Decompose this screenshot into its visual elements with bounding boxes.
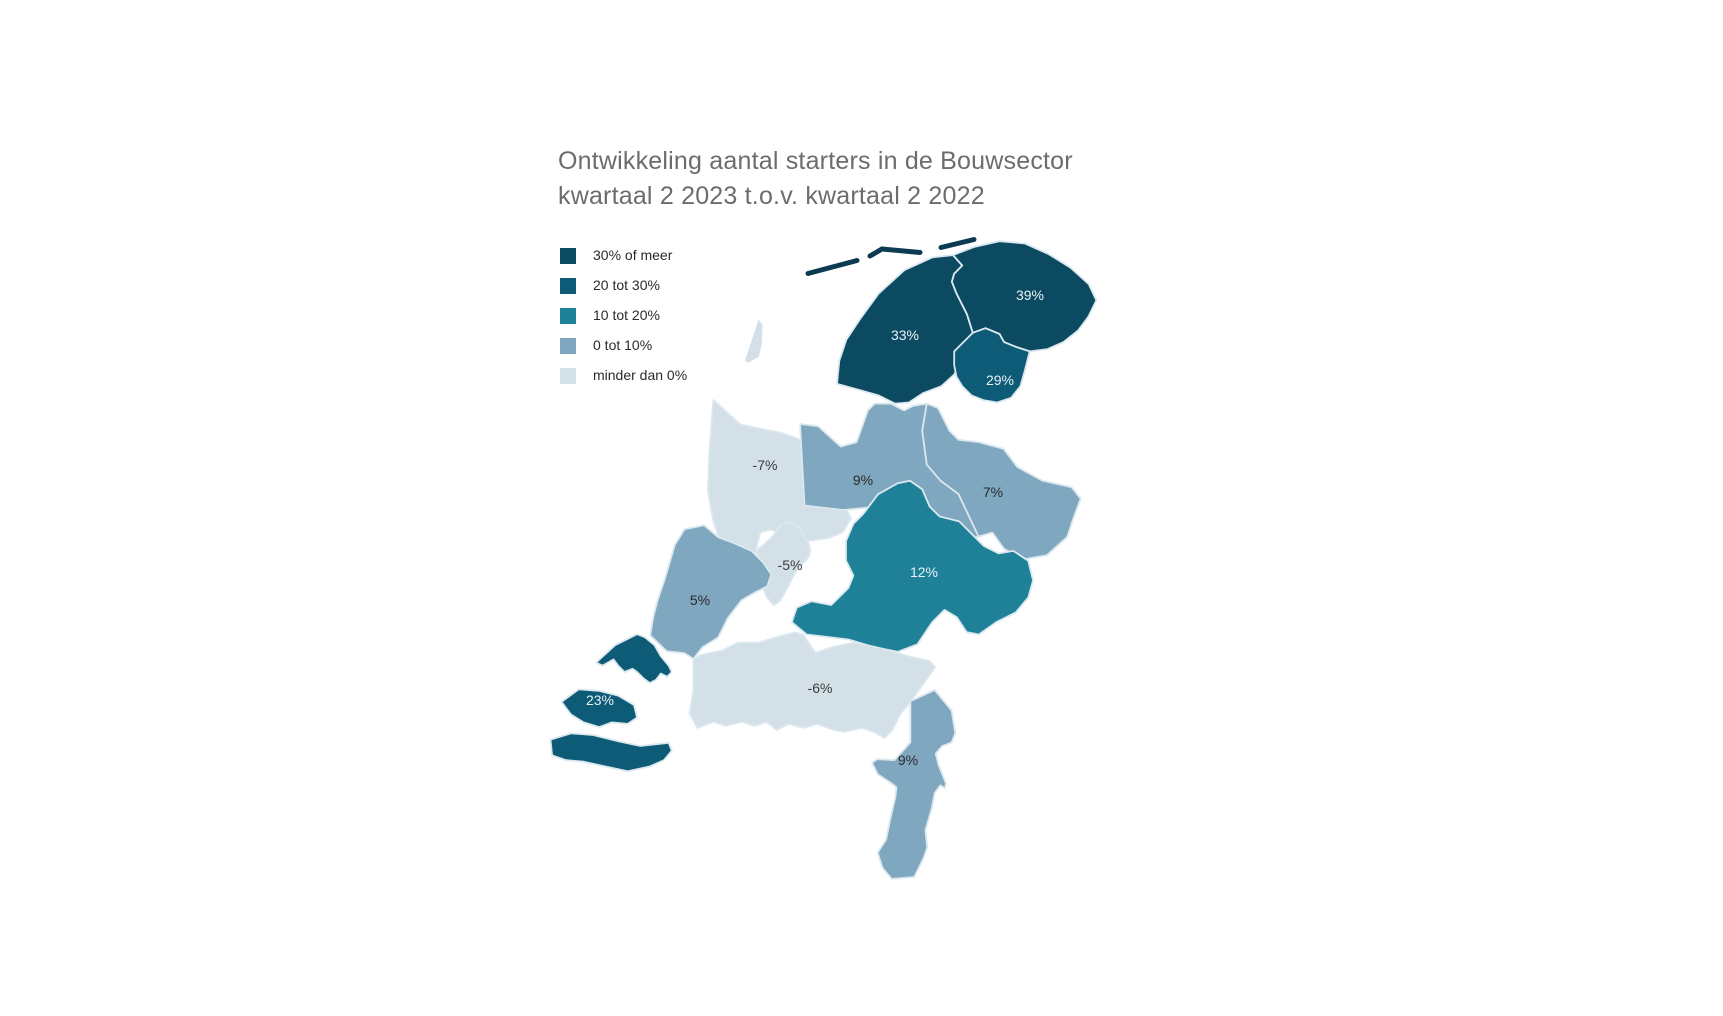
svg-text:7%: 7%: [983, 484, 1003, 500]
svg-text:29%: 29%: [986, 372, 1014, 388]
svg-text:-7%: -7%: [753, 457, 778, 473]
svg-text:9%: 9%: [898, 752, 918, 768]
svg-text:5%: 5%: [690, 592, 710, 608]
svg-text:33%: 33%: [891, 327, 919, 343]
svg-text:-6%: -6%: [808, 680, 833, 696]
svg-text:39%: 39%: [1016, 287, 1044, 303]
svg-text:12%: 12%: [910, 564, 938, 580]
svg-text:9%: 9%: [853, 472, 873, 488]
svg-text:23%: 23%: [586, 692, 614, 708]
svg-text:-5%: -5%: [778, 557, 803, 573]
